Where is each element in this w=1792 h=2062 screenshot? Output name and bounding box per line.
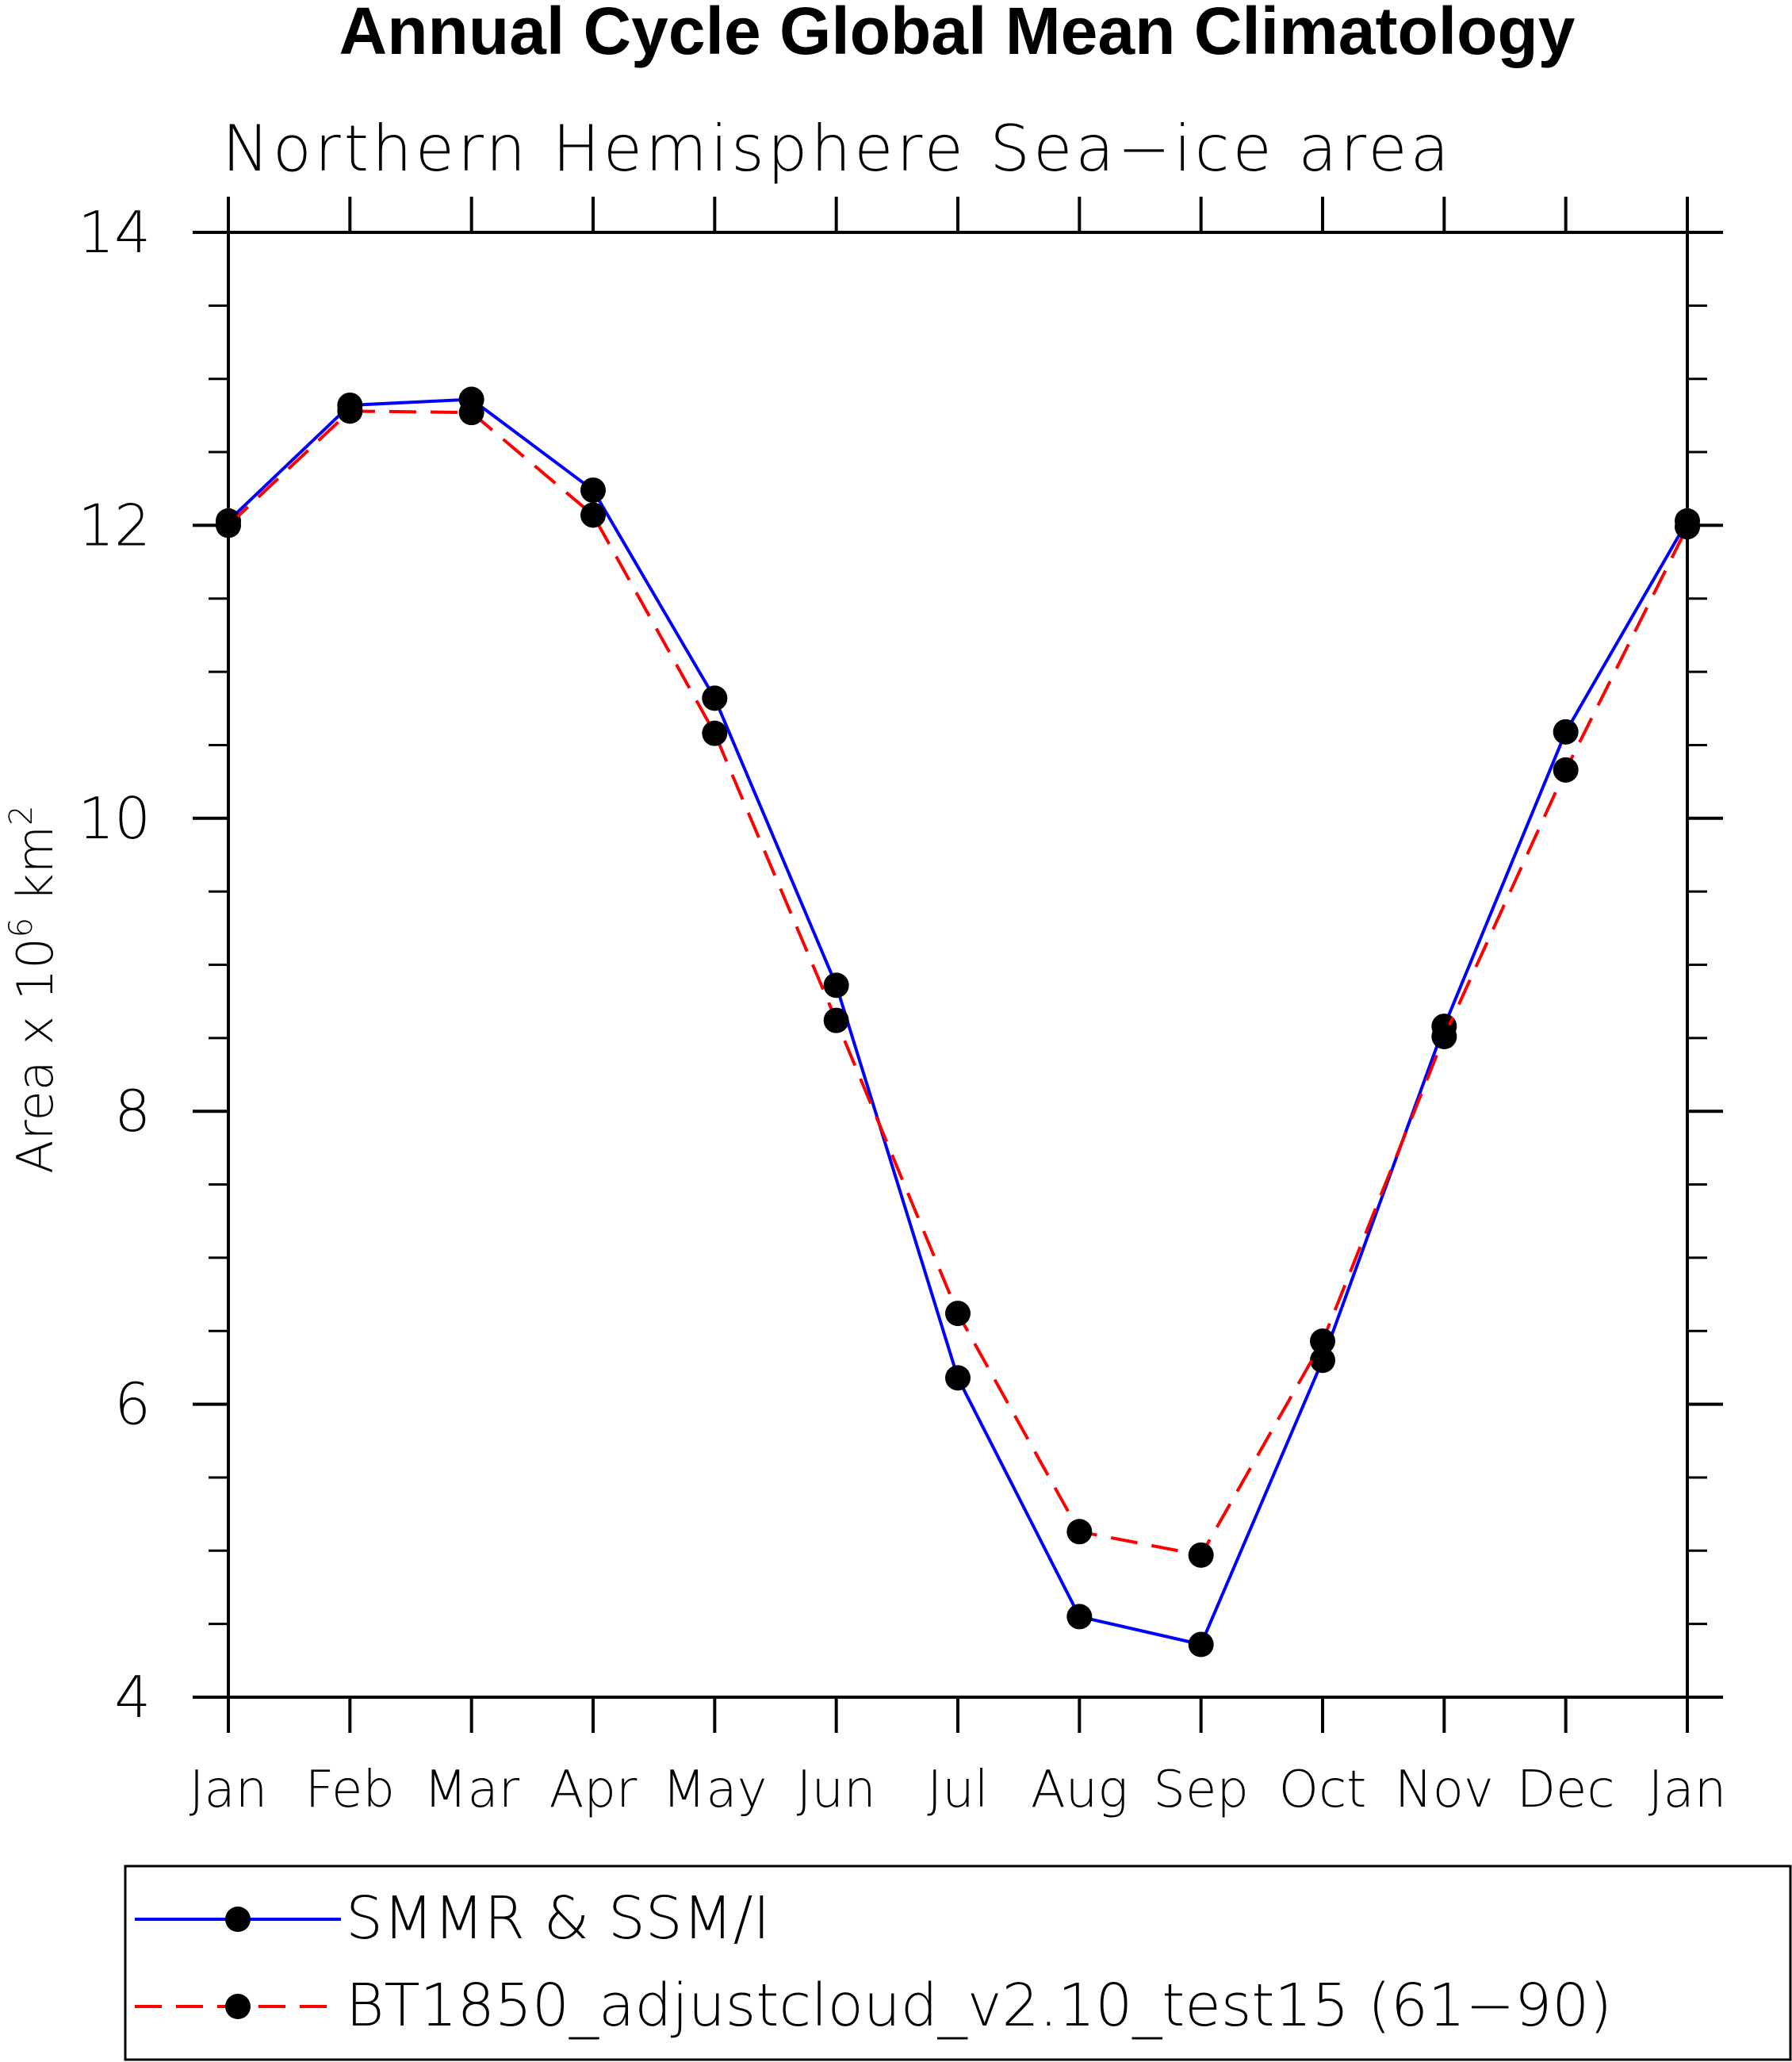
series-layer xyxy=(216,386,1700,1658)
y-tick-label: 10 xyxy=(78,785,151,852)
data-point xyxy=(702,720,728,746)
x-tick-label: Apr xyxy=(549,1761,638,1819)
x-tick-label: Nov xyxy=(1395,1761,1494,1819)
ylabel-exponent: 6 xyxy=(3,918,40,937)
ylabel-unit: km xyxy=(6,826,64,918)
data-point xyxy=(1310,1347,1335,1374)
legend-marker-1 xyxy=(225,1907,251,1932)
data-point xyxy=(337,398,363,424)
legend-marker-2 xyxy=(225,1994,251,2019)
x-tick-label: Jul xyxy=(927,1761,988,1819)
x-tick-label: Dec xyxy=(1517,1761,1615,1819)
data-point xyxy=(1431,1024,1457,1050)
x-tick-label: Jan xyxy=(1648,1761,1727,1819)
data-point xyxy=(1553,719,1579,745)
series-2 xyxy=(216,398,1700,1568)
chart-title: Annual Cycle Global Mean Climatology xyxy=(339,0,1576,68)
ylabel-unit-exponent: 2 xyxy=(3,805,40,825)
x-tick-label: Aug xyxy=(1031,1761,1128,1819)
ylabel-main: Area x 10 xyxy=(6,937,64,1174)
y-tick-label: 4 xyxy=(114,1664,151,1730)
chart-subtitle: Northern Hemisphere Sea−ice area xyxy=(222,112,1453,186)
data-point xyxy=(580,477,606,504)
series-1 xyxy=(216,386,1700,1658)
data-point xyxy=(580,502,606,528)
data-point xyxy=(945,1301,971,1327)
y-tick-label: 8 xyxy=(114,1078,151,1144)
data-point xyxy=(945,1365,971,1391)
x-tick-label: Oct xyxy=(1279,1761,1367,1819)
y-axis-label: Area x 106 km2 xyxy=(3,805,64,1174)
axes: 4 6 8 10 12 14 Jan Feb Mar Apr May Jun Jul Aug Sep Oct N… xyxy=(78,197,1726,1819)
data-point xyxy=(1066,1519,1093,1545)
x-tick-label: Jun xyxy=(797,1761,876,1819)
svg-text:Area x 106 km2: Area x 106 km2 xyxy=(3,805,64,1174)
data-point xyxy=(823,1007,849,1033)
data-point xyxy=(1188,1631,1214,1658)
y-tick-label: 12 xyxy=(78,492,151,558)
y-tick-label: 14 xyxy=(78,199,151,266)
data-point xyxy=(1066,1604,1093,1630)
y-tick-label: 6 xyxy=(114,1371,151,1438)
legend-box xyxy=(124,1865,1792,2061)
legend-label-2: BT1850_adjustcloud_v2.10_test15 (61−90) xyxy=(346,1972,1612,2040)
legend-label-1: SMMR & SSM/I xyxy=(346,1884,770,1953)
x-tick-label: Feb xyxy=(305,1761,395,1819)
series-line xyxy=(227,397,1689,1646)
data-point xyxy=(1310,1328,1335,1355)
x-tick-label: Sep xyxy=(1153,1761,1249,1819)
x-tick-label: May xyxy=(662,1761,767,1819)
legend: SMMR & SSM/I BT1850_adjustcloud_v2.10_tes… xyxy=(124,1865,1792,2061)
data-point xyxy=(458,400,484,426)
x-tick-label: Jan xyxy=(190,1761,268,1819)
data-point xyxy=(1553,757,1579,783)
data-point xyxy=(1188,1542,1214,1568)
data-point xyxy=(216,512,241,538)
data-point xyxy=(702,685,728,711)
data-point xyxy=(823,972,849,998)
x-tick-label: Mar xyxy=(423,1761,519,1819)
data-point xyxy=(1675,514,1700,540)
